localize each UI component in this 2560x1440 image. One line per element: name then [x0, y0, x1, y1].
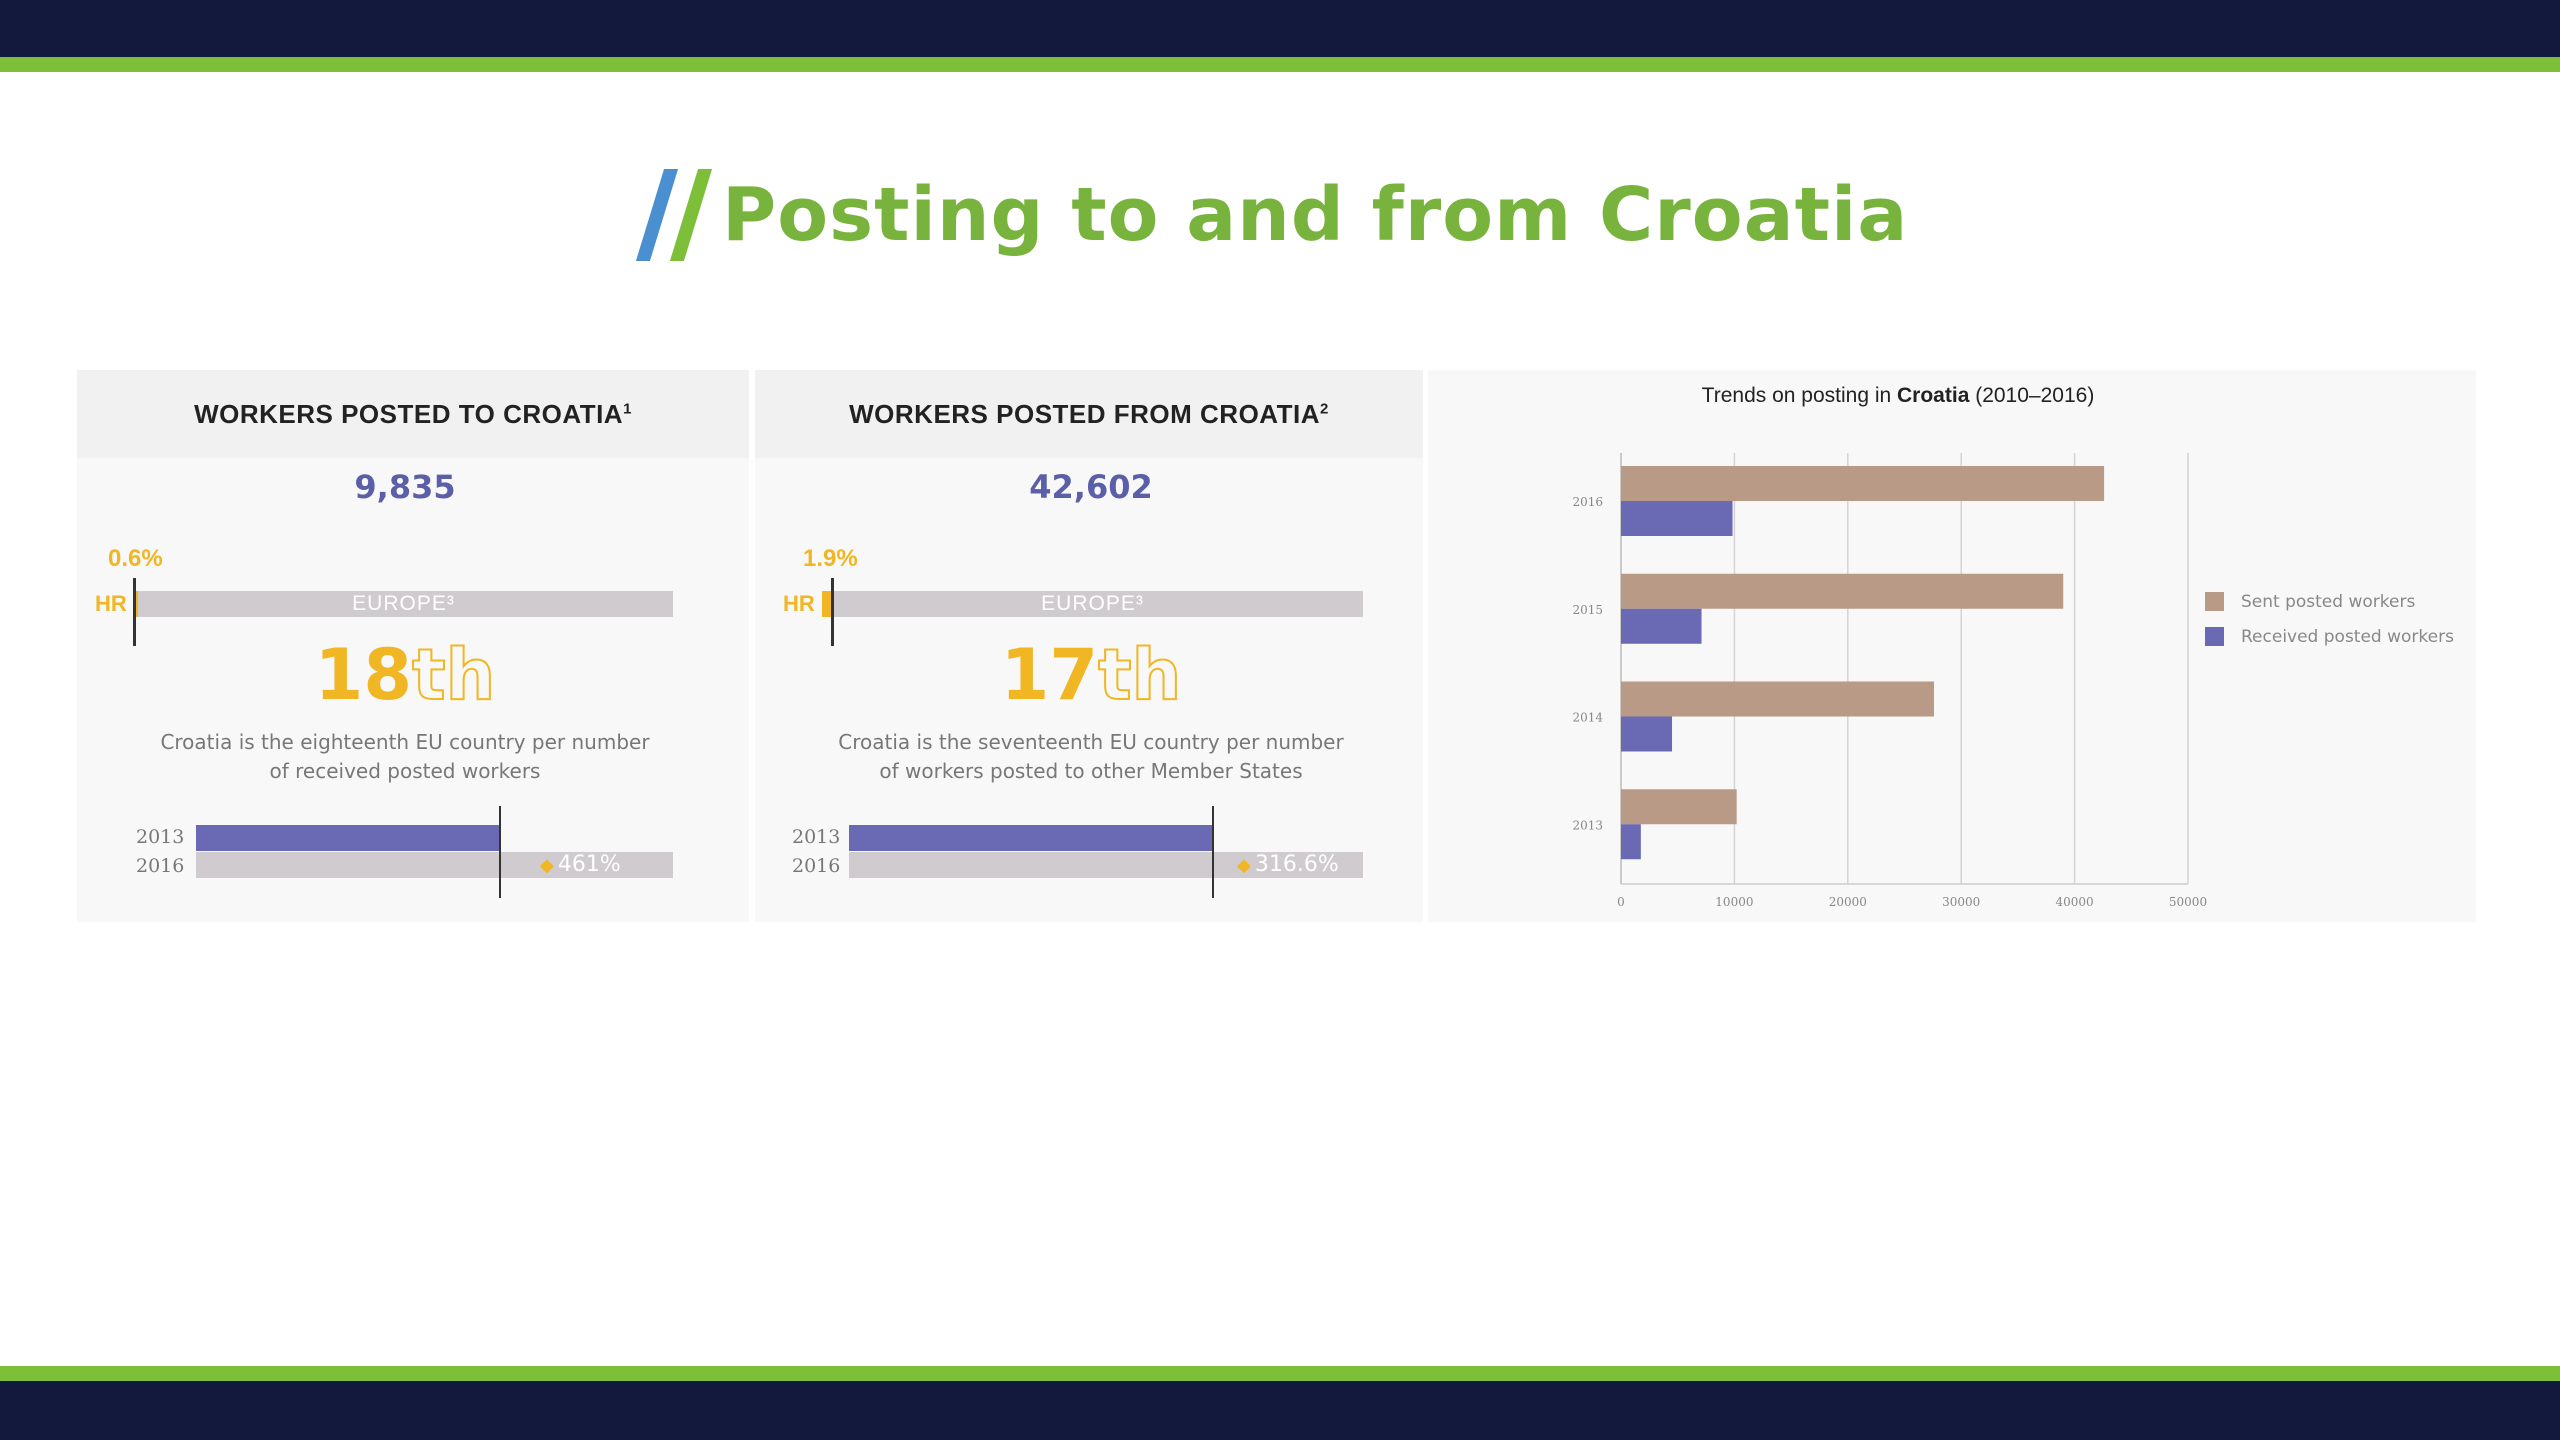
green-slash-icon: [669, 169, 713, 261]
x-tick-label: 40000: [2056, 895, 2094, 909]
europe-bar: [134, 591, 673, 617]
panel-header: WORKERS POSTED TO CROATIA1: [77, 370, 749, 458]
bar-sent-posted-workers-2014: [1621, 681, 1934, 717]
x-tick-label: 0: [1617, 895, 1625, 909]
y-tick-label: 2016: [1572, 495, 1603, 509]
year-label-2016: 2016: [792, 855, 841, 877]
hr-label: HR: [95, 591, 127, 616]
growth-value: ◆ 461%: [540, 852, 621, 877]
bar-sent-posted-workers-2013: [1621, 789, 1737, 825]
comparison-marker: [1212, 806, 1214, 898]
hr-share-percent: 0.6%: [108, 545, 163, 572]
chart-title: Trends on posting in Croatia (2010–2016): [1701, 384, 2095, 407]
x-tick-label: 50000: [2169, 895, 2207, 909]
bar-received-posted-workers-2016: [1621, 501, 1733, 536]
top-banner: [0, 0, 2560, 57]
hr-share-fill: [134, 591, 138, 617]
bottom-banner: [0, 1381, 2560, 1440]
hr-share-marker: [133, 578, 136, 646]
rank-value: 17th: [1000, 633, 1183, 717]
hr-share-marker: [831, 578, 834, 646]
bar-2013: [849, 825, 1213, 851]
legend-label: Sent posted workers: [2241, 592, 2415, 612]
bar-2016: [849, 852, 1363, 878]
year-label-2013: 2013: [136, 826, 185, 848]
up-arrow-icon: ◆: [1237, 855, 1251, 876]
panel-header: WORKERS POSTED FROM CROATIA2: [755, 370, 1423, 458]
legend-swatch: [2205, 592, 2224, 611]
year-label-2016: 2016: [136, 855, 185, 877]
europe-label: EUROPE³: [1041, 592, 1144, 615]
bottom-accent-stripe: [0, 1366, 2560, 1381]
slide-title: Posting to and from Croatia: [722, 172, 1909, 258]
comparison-marker: [499, 806, 501, 898]
year-label-2013: 2013: [792, 826, 841, 848]
europe-label: EUROPE³: [352, 592, 455, 615]
panel-title: WORKERS POSTED FROM CROATIA2: [849, 398, 1329, 429]
bar-2013: [196, 825, 500, 851]
x-tick-label: 30000: [1942, 895, 1980, 909]
slide-title-group: Posting to and from Croatia: [635, 160, 1909, 270]
received-total-value: 9,835: [354, 468, 456, 506]
bar-sent-posted-workers-2015: [1621, 573, 2064, 609]
sent-total-value: 42,602: [1029, 468, 1153, 506]
rank-description: Croatia is the seventeenth EU country pe…: [838, 730, 1344, 783]
rank-description: Croatia is the eighteenth EU country per…: [160, 730, 650, 783]
legend-swatch: [2205, 627, 2224, 646]
bar-sent-posted-workers-2016: [1621, 466, 2105, 501]
hr-share-fill: [822, 591, 833, 617]
hr-label: HR: [783, 591, 815, 616]
hr-share-percent: 1.9%: [803, 545, 858, 572]
top-accent-stripe: [0, 57, 2560, 72]
legend-label: Received posted workers: [2241, 627, 2454, 647]
y-tick-label: 2015: [1572, 603, 1603, 617]
up-arrow-icon: ◆: [540, 855, 554, 876]
y-tick-label: 2013: [1572, 818, 1603, 832]
bar-received-posted-workers-2013: [1621, 824, 1641, 860]
bar-2016: [196, 852, 673, 878]
trends-chart: 0 10000 20000 30000 40000 50000 2016 2015 2014 20…: [1572, 453, 2454, 909]
growth-value: ◆ 316.6%: [1237, 852, 1339, 877]
europe-bar: [822, 591, 1363, 617]
x-tick-label: 20000: [1829, 895, 1867, 909]
rank-value: 18th: [314, 633, 497, 717]
trends-chart-panel: Trends on posting in Croatia (2010–2016)…: [1428, 370, 2476, 922]
y-tick-label: 2014: [1572, 711, 1603, 725]
bar-received-posted-workers-2014: [1621, 716, 1673, 752]
bar-received-posted-workers-2015: [1621, 608, 1702, 644]
blue-slash-icon: [635, 169, 679, 261]
panel-title: WORKERS POSTED TO CROATIA1: [194, 398, 632, 429]
x-tick-label: 10000: [1715, 895, 1753, 909]
